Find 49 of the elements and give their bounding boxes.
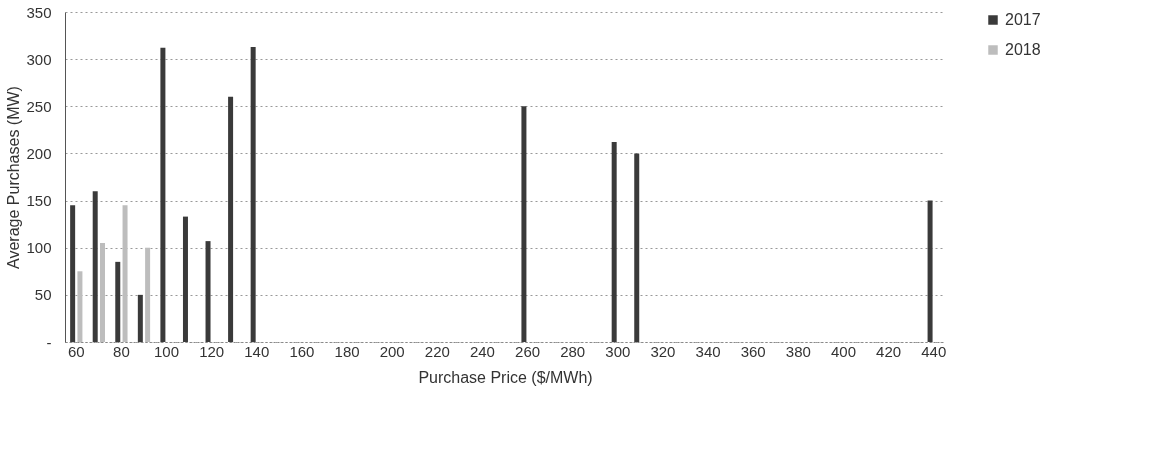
x-tick-label: 220 — [424, 342, 450, 360]
bar — [611, 142, 617, 342]
y-tick-label: 250 — [26, 97, 52, 115]
y-tick-label: 300 — [26, 50, 52, 68]
bar — [145, 247, 151, 342]
legend-label: 2018 — [1005, 41, 1041, 58]
x-tick-label: 180 — [334, 342, 360, 360]
bar — [927, 200, 933, 342]
y-tick-label: - — [46, 333, 52, 351]
x-tick-label: 380 — [785, 342, 811, 360]
bar — [228, 96, 234, 342]
bar — [521, 106, 527, 342]
x-tick-label: 140 — [244, 342, 270, 360]
x-tick-label: 440 — [921, 342, 947, 360]
y-tick-label: 150 — [26, 192, 52, 210]
bar — [205, 241, 211, 342]
x-axis-title: Purchase Price ($/MWh) — [418, 368, 593, 386]
y-tick-label: 50 — [34, 286, 52, 304]
legend-label: 2017 — [1005, 11, 1041, 28]
bar — [250, 46, 256, 342]
x-tick-label: 320 — [650, 342, 676, 360]
bar — [634, 153, 640, 342]
x-tick-label: 280 — [560, 342, 586, 360]
x-tick-label: 360 — [740, 342, 766, 360]
x-tick-label: 420 — [876, 342, 902, 360]
y-tick-label: 350 — [26, 3, 52, 21]
bar — [137, 294, 143, 342]
x-tick-label: 100 — [154, 342, 180, 360]
bar — [77, 271, 83, 342]
x-tick-label: 200 — [379, 342, 405, 360]
x-tick-label: 120 — [199, 342, 225, 360]
y-axis-title: Average Purchases (MW) — [5, 86, 23, 269]
y-tick-label: 100 — [26, 239, 52, 257]
x-tick-label: 80 — [113, 342, 130, 360]
bar — [99, 243, 105, 342]
bar — [160, 47, 166, 342]
x-tick-label: 400 — [830, 342, 856, 360]
bar — [182, 216, 188, 342]
x-tick-label: 340 — [695, 342, 721, 360]
y-tick-label: 200 — [26, 144, 52, 162]
bar — [92, 191, 98, 342]
x-tick-label: 160 — [289, 342, 315, 360]
bar — [70, 205, 76, 342]
x-tick-label: 260 — [515, 342, 541, 360]
bar — [115, 261, 121, 342]
x-tick-label: 240 — [469, 342, 495, 360]
bar — [122, 205, 128, 342]
x-tick-label: 60 — [67, 342, 85, 360]
x-tick-label: 300 — [605, 342, 631, 360]
